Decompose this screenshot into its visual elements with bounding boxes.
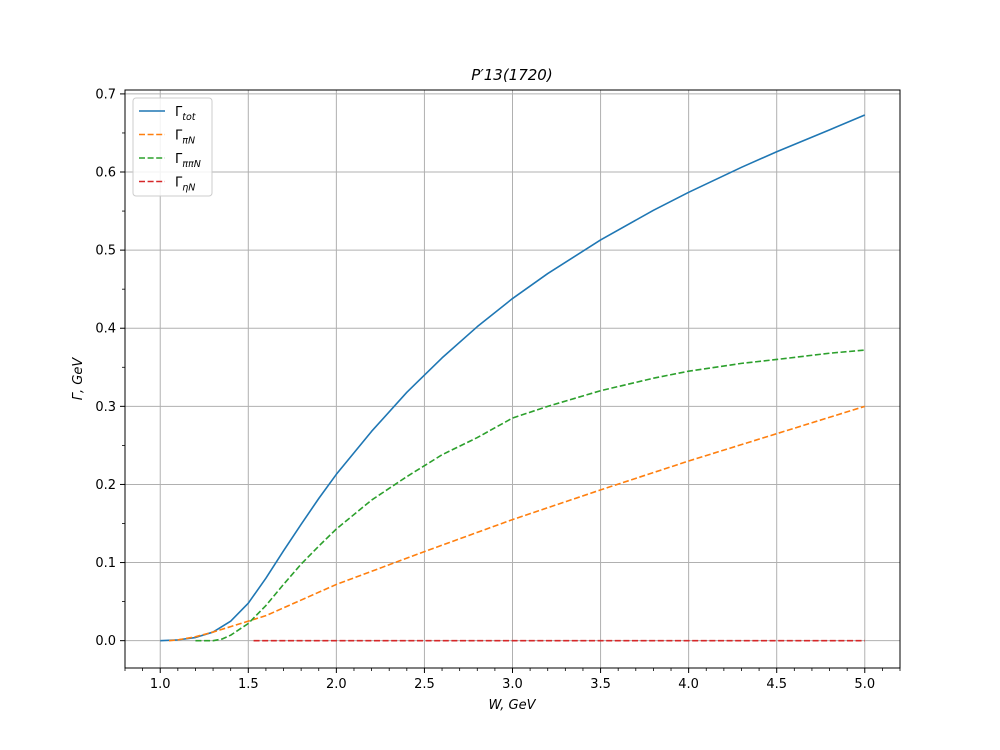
legend-entry: ΓππN [175, 152, 201, 170]
legend-entry-subscript: ηN [182, 183, 195, 194]
x-tick-label: 3.5 [590, 677, 611, 692]
y-tick-label: 0.2 [95, 478, 116, 493]
series-line-N-1 [168, 405, 866, 642]
x-tick-label: 4.0 [678, 677, 699, 692]
x-tick-label: 3.0 [502, 677, 523, 692]
x-tick-label: 1.5 [238, 677, 259, 692]
x-tick-label: 4.5 [766, 677, 787, 692]
legend-entry-symbol: Γ [175, 105, 183, 120]
y-tick-label: 0.0 [95, 634, 116, 649]
legend-entry-symbol: Γ [175, 129, 183, 144]
legend-entry-subscript: ππN [182, 159, 201, 170]
legend-entry-symbol: Γ [175, 152, 183, 167]
y-tick-label: 0.6 [95, 166, 116, 181]
legend-box [132, 97, 213, 197]
y-tick-label: 0.1 [95, 556, 116, 571]
y-tick-label: 0.3 [95, 400, 116, 415]
legend-entry: ΓηN [175, 176, 195, 194]
legend-entry-symbol: Γ [175, 176, 183, 191]
series-lines [160, 114, 866, 642]
series-line-tot-0 [160, 114, 866, 642]
legend-entry-subscript: tot [182, 112, 197, 123]
legend-entry: ΓπN [175, 129, 195, 147]
y-axis-label: Γ, GeV [71, 357, 86, 401]
y-tick-label: 0.4 [95, 322, 116, 337]
x-tick-label: 1.0 [150, 677, 171, 692]
y-tick-label: 0.7 [95, 87, 116, 102]
legend-entry-subscript: πN [182, 136, 195, 147]
x-tick-label: 5.0 [854, 677, 875, 692]
x-tick-label: 2.0 [326, 677, 347, 692]
axis-ticks: 1.0 1.5 2.0 2.5 3.0 3.5 4.0 4.5 5.0 0.0 0.1 0.2 0.3 0… [95, 87, 901, 692]
chart-title: P′13(1720) [471, 66, 552, 84]
legend-entry: Γtot [175, 105, 197, 123]
x-axis-label: W, GeV [488, 698, 536, 713]
y-tick-label: 0.5 [95, 244, 116, 259]
x-tick-label: 2.5 [414, 677, 435, 692]
series-line-N-2 [195, 349, 865, 642]
